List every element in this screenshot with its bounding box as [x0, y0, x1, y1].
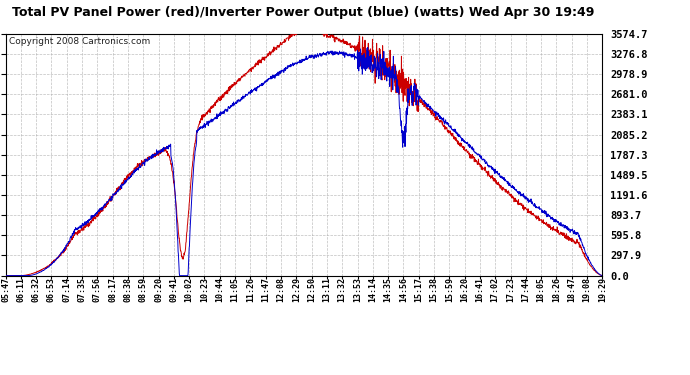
Text: 18:26: 18:26: [552, 278, 561, 303]
Text: 12:29: 12:29: [292, 278, 301, 303]
Text: 17:02: 17:02: [491, 278, 500, 303]
Text: 12:50: 12:50: [307, 278, 316, 303]
Text: 17:44: 17:44: [522, 278, 531, 303]
Text: 11:05: 11:05: [230, 278, 239, 303]
Text: 06:53: 06:53: [47, 278, 56, 303]
Text: 18:05: 18:05: [537, 278, 546, 303]
Text: 15:17: 15:17: [414, 278, 423, 303]
Text: 06:11: 06:11: [17, 278, 26, 303]
Text: 07:14: 07:14: [62, 278, 71, 303]
Text: 08:59: 08:59: [139, 278, 148, 303]
Text: 17:23: 17:23: [506, 278, 515, 303]
Text: 06:32: 06:32: [32, 278, 41, 303]
Text: 07:35: 07:35: [77, 278, 86, 303]
Text: 19:29: 19:29: [598, 278, 607, 303]
Text: 16:41: 16:41: [475, 278, 484, 303]
Text: 15:38: 15:38: [430, 278, 439, 303]
Text: 12:08: 12:08: [277, 278, 286, 303]
Text: 10:23: 10:23: [200, 278, 209, 303]
Text: 16:20: 16:20: [460, 278, 469, 303]
Text: 11:26: 11:26: [246, 278, 255, 303]
Text: 18:47: 18:47: [567, 278, 576, 303]
Text: 07:56: 07:56: [93, 278, 102, 303]
Text: 13:53: 13:53: [353, 278, 362, 303]
Text: 08:38: 08:38: [124, 278, 132, 303]
Text: 08:17: 08:17: [108, 278, 117, 303]
Text: 14:56: 14:56: [399, 278, 408, 303]
Text: 09:41: 09:41: [169, 278, 178, 303]
Text: 10:44: 10:44: [215, 278, 224, 303]
Text: 14:14: 14:14: [368, 278, 377, 303]
Text: 05:47: 05:47: [1, 278, 10, 303]
Text: Copyright 2008 Cartronics.com: Copyright 2008 Cartronics.com: [9, 38, 150, 46]
Text: 09:20: 09:20: [154, 278, 163, 303]
Text: 10:02: 10:02: [185, 278, 194, 303]
Text: 19:08: 19:08: [582, 278, 591, 303]
Text: Total PV Panel Power (red)/Inverter Power Output (blue) (watts) Wed Apr 30 19:49: Total PV Panel Power (red)/Inverter Powe…: [12, 6, 595, 19]
Text: 13:11: 13:11: [322, 278, 331, 303]
Text: 11:47: 11:47: [262, 278, 270, 303]
Text: 15:59: 15:59: [445, 278, 454, 303]
Text: 13:32: 13:32: [337, 278, 346, 303]
Text: 14:35: 14:35: [384, 278, 393, 303]
